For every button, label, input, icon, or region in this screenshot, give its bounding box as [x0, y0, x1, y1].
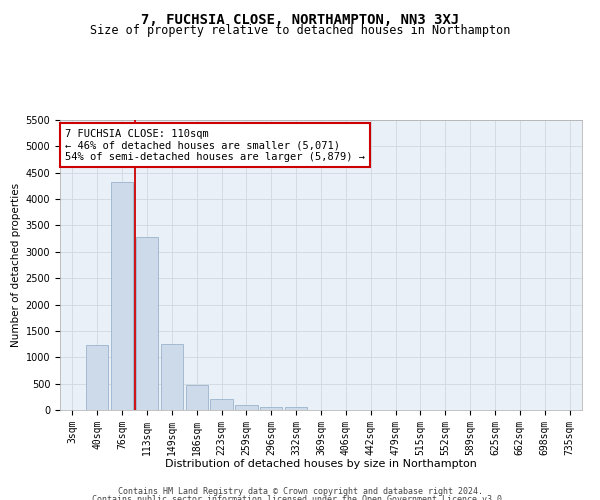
Bar — [235, 404, 257, 410]
Text: Contains public sector information licensed under the Open Government Licence v3: Contains public sector information licen… — [92, 495, 508, 500]
Text: 7 FUCHSIA CLOSE: 110sqm
← 46% of detached houses are smaller (5,071)
54% of semi: 7 FUCHSIA CLOSE: 110sqm ← 46% of detache… — [65, 128, 365, 162]
Bar — [260, 407, 283, 410]
Bar — [136, 236, 158, 410]
Bar — [111, 182, 133, 410]
Text: Contains HM Land Registry data © Crown copyright and database right 2024.: Contains HM Land Registry data © Crown c… — [118, 488, 482, 496]
Bar — [185, 384, 208, 410]
Bar — [285, 407, 307, 410]
Bar — [211, 400, 233, 410]
Y-axis label: Number of detached properties: Number of detached properties — [11, 183, 22, 347]
Text: Size of property relative to detached houses in Northampton: Size of property relative to detached ho… — [90, 24, 510, 37]
Bar — [161, 344, 183, 410]
Bar — [86, 345, 109, 410]
X-axis label: Distribution of detached houses by size in Northampton: Distribution of detached houses by size … — [165, 459, 477, 469]
Text: 7, FUCHSIA CLOSE, NORTHAMPTON, NN3 3XJ: 7, FUCHSIA CLOSE, NORTHAMPTON, NN3 3XJ — [141, 12, 459, 26]
